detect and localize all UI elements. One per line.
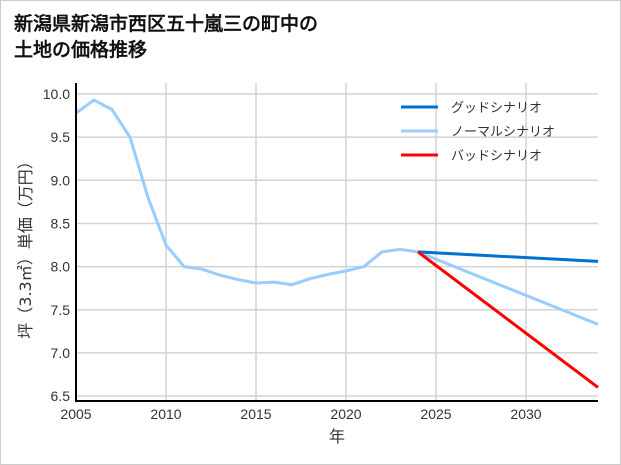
x-tick-label: 2030 xyxy=(510,406,541,422)
y-tick-label: 6.5 xyxy=(51,388,71,404)
series-lines xyxy=(75,98,599,389)
chart-title: 新潟県新潟市西区五十嵐三の町中の 土地の価格推移 xyxy=(14,11,318,63)
y-tick-label: 8.0 xyxy=(51,259,71,275)
title-line-2: 土地の価格推移 xyxy=(14,39,148,61)
y-axis-label: 坪（3.3㎡）単価（万円） xyxy=(16,153,35,338)
series-line-1 xyxy=(75,98,599,326)
legend-label: バッドシナリオ xyxy=(451,149,542,164)
y-tick-label: 8.5 xyxy=(51,215,71,231)
y-tick-label: 10.0 xyxy=(43,86,70,102)
x-tick-label: 2005 xyxy=(60,406,91,422)
x-tick-label: 2015 xyxy=(240,406,271,422)
x-tick-label: 2020 xyxy=(330,406,361,422)
title-line-1: 新潟県新潟市西区五十嵐三の町中の xyxy=(14,13,319,35)
x-tick-label: 2025 xyxy=(420,406,451,422)
y-tick-label: 9.5 xyxy=(51,129,71,145)
x-axis-label: 年 xyxy=(329,427,345,446)
legend-label: ノーマルシナリオ xyxy=(451,125,555,140)
tick-labels: 6.5 7.0 7.5 8.0 8.5 9.0 9.5 10.0 2005 2010 2015 202… xyxy=(43,86,542,422)
y-tick-label: 7.5 xyxy=(51,302,71,318)
y-tick-label: 9.0 xyxy=(51,172,71,188)
series-line-0 xyxy=(417,250,599,263)
series-line-2 xyxy=(417,250,599,389)
y-tick-label: 7.0 xyxy=(51,345,71,361)
legend-label: グッドシナリオ xyxy=(451,101,542,116)
grid xyxy=(76,83,598,401)
x-tick-label: 2010 xyxy=(150,406,181,422)
